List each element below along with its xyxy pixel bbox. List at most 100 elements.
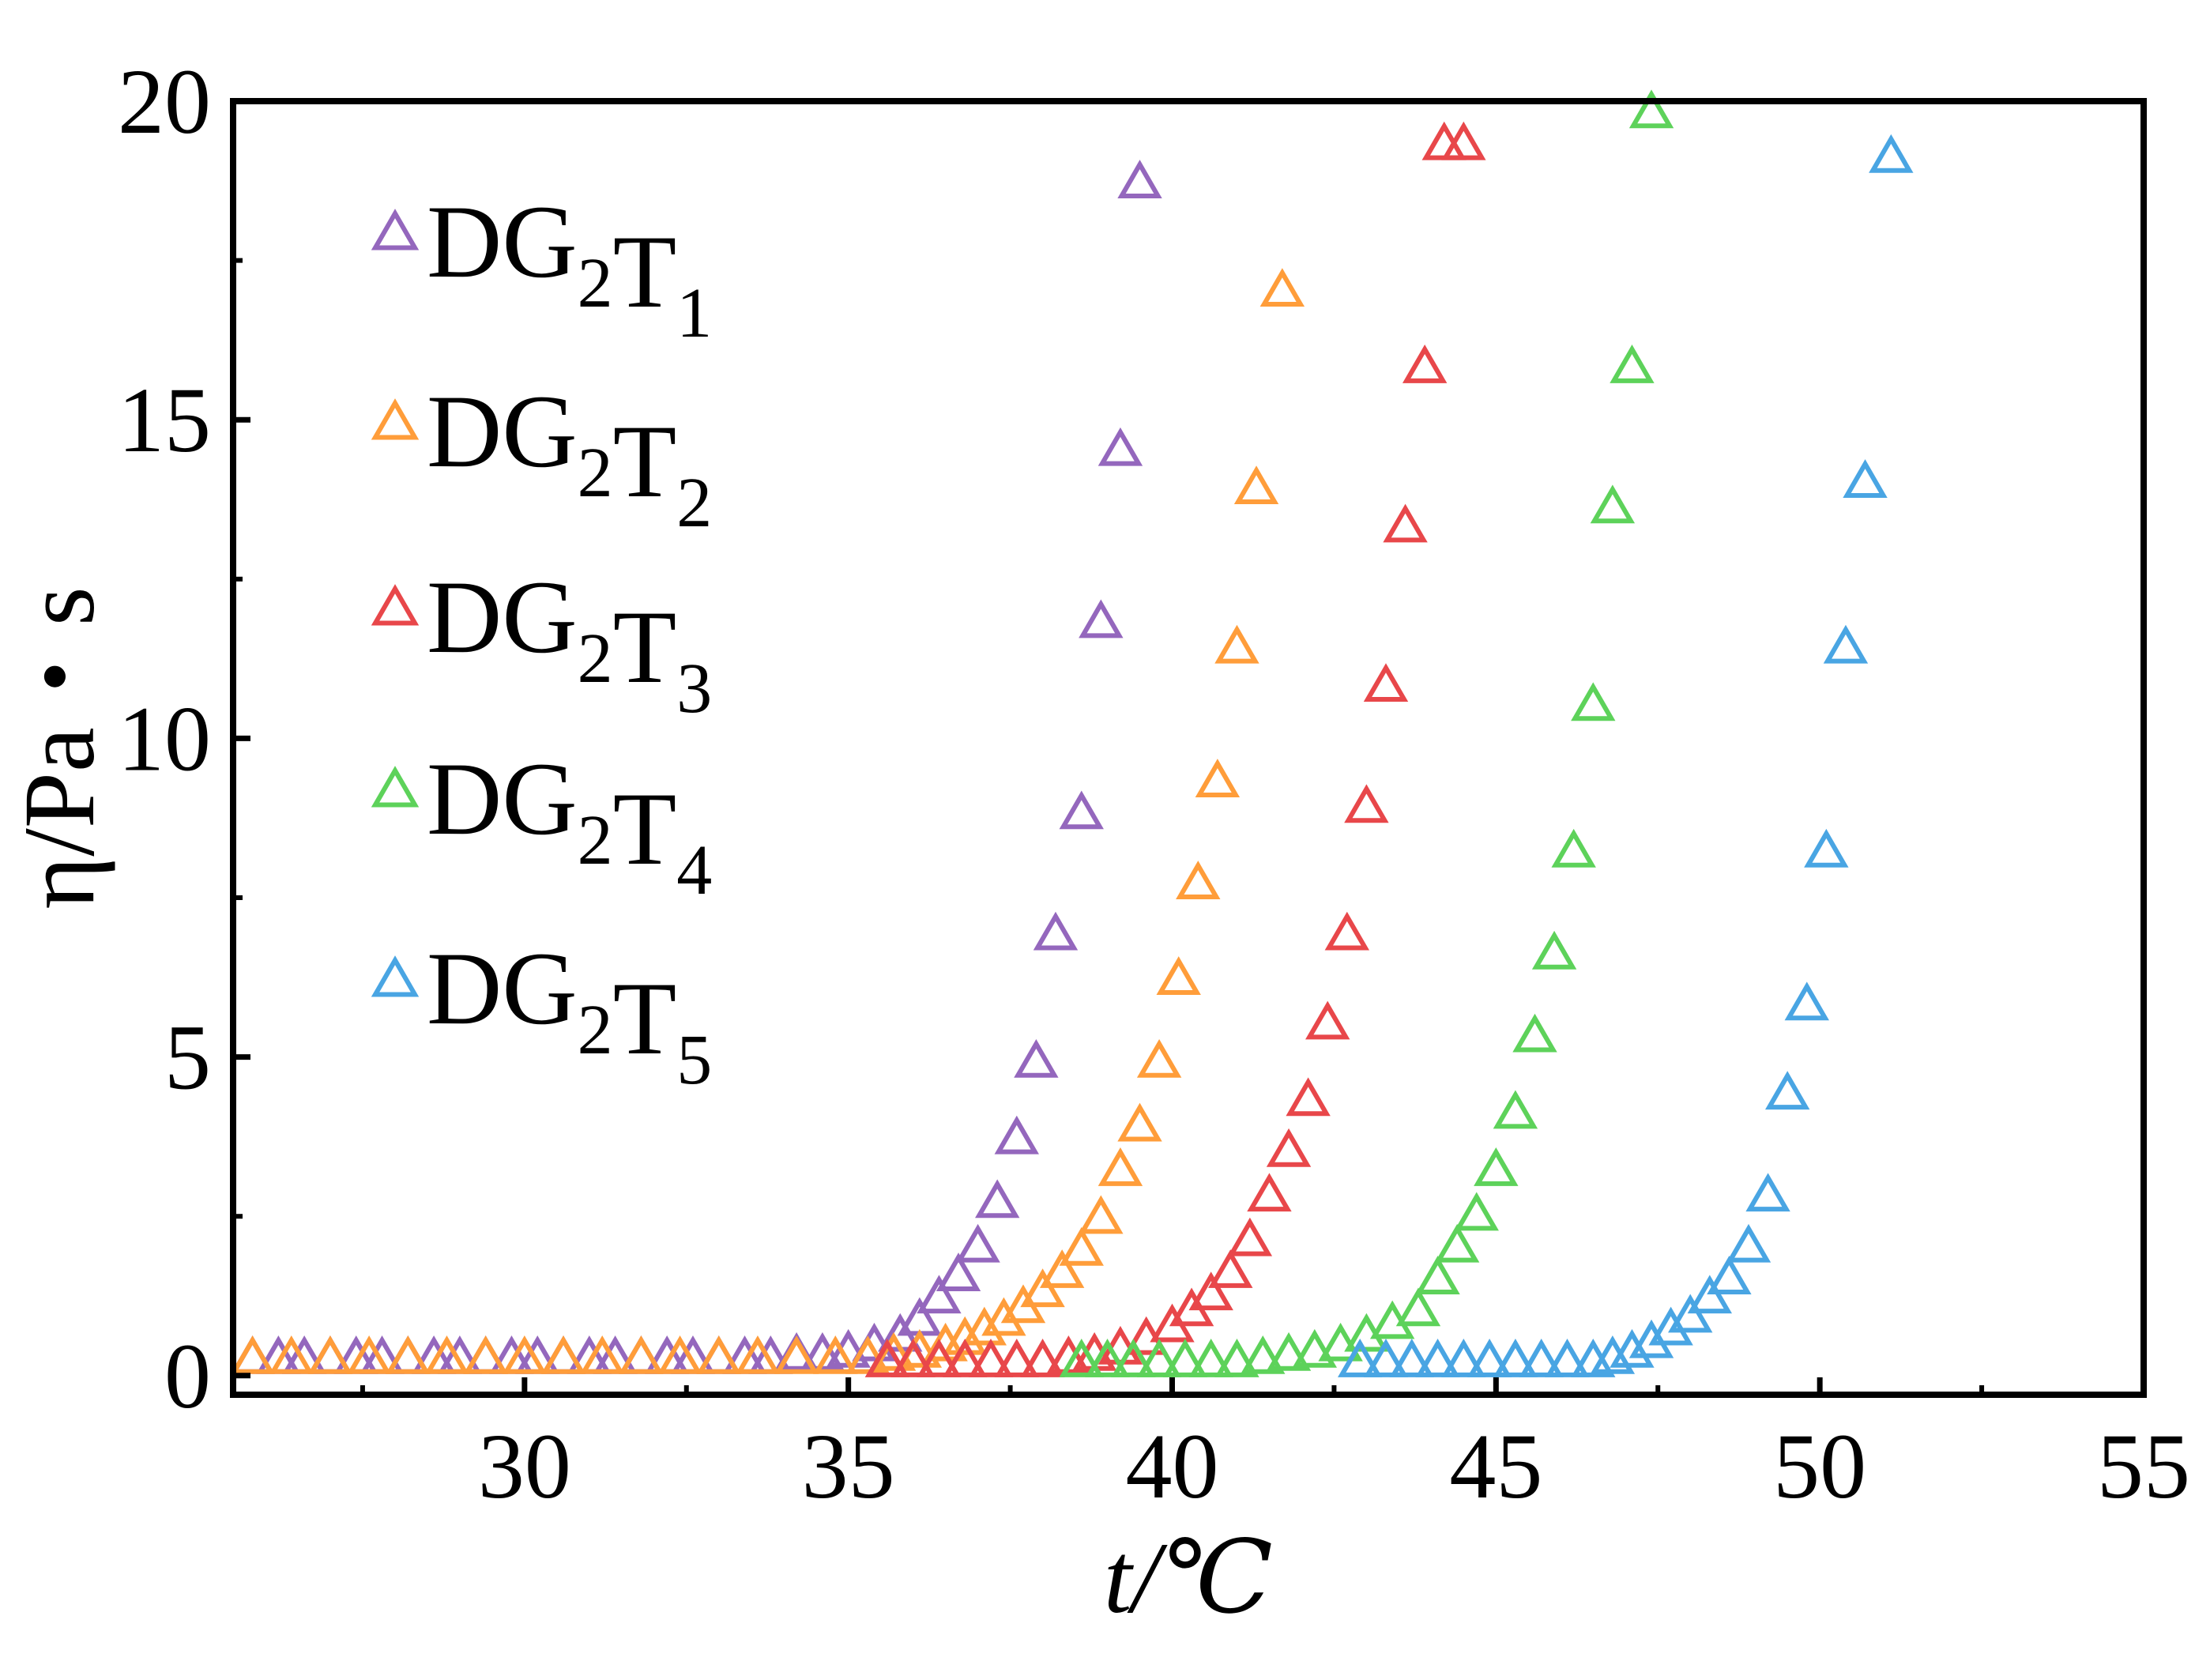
series-DG2T5 (1338, 134, 1914, 1377)
legend-label: DG2T3 (427, 559, 712, 728)
x-tick-label: 55 (2097, 1414, 2190, 1518)
data-point (1059, 1226, 1104, 1266)
data-point (1628, 1319, 1674, 1358)
legend-label: DG2T4 (427, 740, 712, 910)
data-point (1117, 1102, 1162, 1142)
data-point (1590, 484, 1636, 524)
x-tick-label: 45 (1449, 1414, 1542, 1518)
data-point (1214, 624, 1259, 664)
data-points (230, 89, 1914, 1377)
legend-marker (371, 209, 420, 250)
legend-label: DG2T1 (427, 183, 712, 352)
data-point (1233, 465, 1279, 505)
data-point (800, 1332, 845, 1371)
data-point (1493, 1338, 1538, 1377)
data-point (386, 1335, 431, 1374)
x-axis-title: t/℃ (1104, 1522, 1273, 1634)
data-point (1305, 1000, 1350, 1040)
data-point (1745, 1173, 1790, 1212)
data-point (1195, 759, 1241, 797)
data-point (540, 1335, 586, 1374)
data-point (1726, 1223, 1771, 1263)
data-point (657, 1335, 702, 1374)
data-point (1628, 89, 1674, 129)
data-point (580, 1335, 625, 1374)
data-point (1551, 828, 1596, 868)
data-point (845, 1335, 890, 1374)
data-point (307, 1335, 353, 1374)
data-point (1117, 160, 1162, 198)
x-tick-label: 35 (802, 1414, 895, 1518)
data-point (1687, 1275, 1733, 1314)
data-point (1707, 1256, 1752, 1294)
data-point (1111, 1338, 1156, 1377)
data-point (1039, 1249, 1085, 1288)
data-point (1247, 1173, 1292, 1212)
legend-item: DG2T2 (371, 373, 712, 542)
data-point (1020, 1338, 1065, 1377)
data-point (943, 1316, 988, 1355)
data-point (463, 1335, 508, 1374)
data-point (424, 1335, 469, 1374)
data-point (871, 1332, 917, 1371)
data-point (1344, 1313, 1389, 1352)
legend-label: DG2T2 (427, 373, 712, 542)
data-point (1266, 1332, 1312, 1371)
data-point (1531, 930, 1577, 970)
legend-marker (371, 955, 420, 997)
data-point (1059, 1338, 1104, 1377)
data-point (1156, 956, 1201, 995)
data-point (1241, 1335, 1286, 1374)
data-point (1466, 1338, 1512, 1377)
data-point (1046, 1335, 1091, 1374)
data-point (1823, 624, 1869, 664)
data-point (1259, 268, 1305, 307)
data-point (1512, 1013, 1557, 1053)
data-point (1383, 503, 1428, 543)
data-point (1648, 1306, 1693, 1346)
data-point (917, 1338, 962, 1377)
legend-marker (371, 766, 420, 808)
data-point (1804, 828, 1849, 868)
data-point (1292, 1328, 1338, 1368)
x-tick-label: 40 (1126, 1414, 1219, 1518)
data-point (943, 1338, 988, 1377)
data-point (1441, 121, 1486, 160)
data-point (1227, 1217, 1273, 1256)
data-point (890, 1338, 936, 1377)
data-point (1059, 790, 1104, 830)
data-point (897, 1297, 943, 1336)
data-point (1338, 1338, 1383, 1377)
y-axis-title: η/Pa・s (3, 586, 115, 909)
data-point (1395, 1287, 1441, 1327)
data-point (1545, 1338, 1590, 1377)
y-tick-label: 20 (118, 50, 211, 153)
plot-frame (230, 98, 2147, 1398)
data-point (1610, 1328, 1655, 1368)
data-point (1266, 1128, 1312, 1167)
data-point (994, 1115, 1039, 1155)
data-point (1415, 1338, 1460, 1377)
legend-item: DG2T5 (371, 930, 712, 1099)
data-point (1098, 427, 1143, 466)
data-point (346, 1335, 392, 1374)
data-point (955, 1223, 1000, 1263)
data-point (1784, 981, 1829, 1021)
data-point (1020, 1268, 1065, 1308)
data-point (1363, 663, 1409, 703)
data-point (1085, 1338, 1130, 1377)
series-DG2T3 (864, 121, 1486, 1377)
data-point (1014, 1038, 1059, 1078)
data-point (1079, 599, 1124, 638)
data-point (1571, 682, 1616, 721)
data-point (813, 1335, 858, 1374)
data-point (864, 1338, 910, 1377)
data-point (1764, 1071, 1810, 1110)
data-point (1441, 1338, 1486, 1377)
data-point (981, 1297, 1026, 1336)
data-point (1188, 1338, 1233, 1377)
data-point (962, 1306, 1007, 1346)
data-point (1474, 1147, 1519, 1186)
